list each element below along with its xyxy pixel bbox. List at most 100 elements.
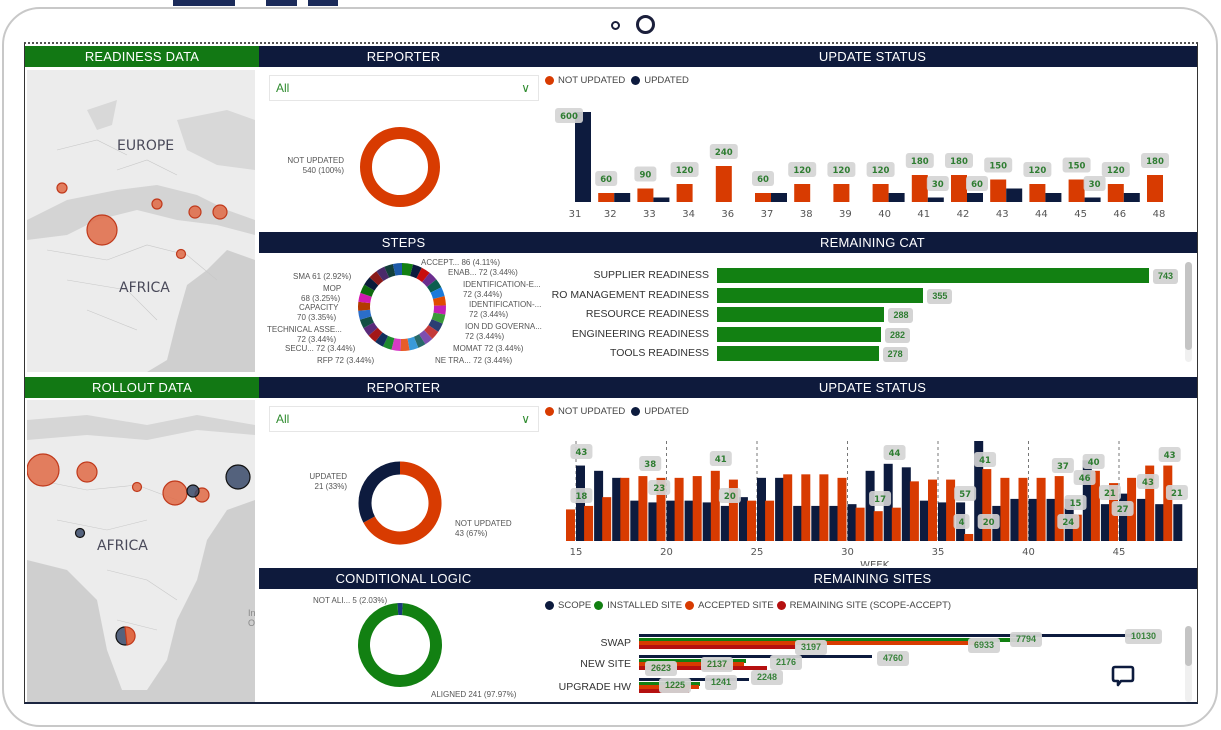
bar-updated[interactable] — [648, 502, 658, 541]
bar-updated[interactable] — [1028, 498, 1038, 541]
bar-not-updated[interactable] — [911, 175, 928, 202]
bar-scope[interactable] — [639, 634, 1135, 637]
bar-not-updated[interactable] — [855, 507, 865, 541]
rollout-map[interactable]: AFRICA — [27, 400, 255, 702]
donut-slice[interactable] — [359, 316, 375, 329]
bar-not-updated[interactable] — [964, 533, 974, 541]
bar-updated[interactable] — [1119, 493, 1128, 541]
donut-slice[interactable] — [407, 336, 419, 351]
bar-not-updated[interactable] — [1036, 477, 1046, 541]
bar-updated[interactable] — [829, 505, 839, 541]
bar[interactable] — [717, 307, 885, 322]
bar-updated[interactable] — [757, 477, 766, 541]
bar-not-updated[interactable] — [566, 509, 575, 541]
bar[interactable] — [717, 287, 924, 303]
bar-updated[interactable] — [738, 497, 748, 541]
bar-scope[interactable] — [639, 655, 873, 658]
bar-not-updated[interactable] — [765, 500, 775, 541]
bar-installed-site[interactable] — [639, 637, 1021, 642]
bar-not-updated[interactable] — [1054, 476, 1064, 541]
map-bubble[interactable] — [212, 204, 228, 220]
bar-not-updated[interactable] — [1090, 470, 1100, 541]
donut-slice[interactable] — [433, 305, 446, 315]
bar[interactable] — [717, 268, 1149, 283]
map-bubble[interactable] — [74, 527, 86, 539]
bar[interactable] — [717, 326, 881, 342]
map-bubble[interactable] — [188, 205, 202, 219]
bar-not-updated[interactable] — [747, 500, 756, 541]
bar-updated[interactable] — [612, 477, 622, 541]
bar-updated[interactable] — [1084, 197, 1101, 203]
bar-not-updated[interactable] — [755, 193, 771, 202]
bar-updated[interactable] — [775, 477, 785, 541]
bar-updated[interactable] — [720, 505, 730, 541]
legend-installed[interactable]: INSTALLED SITE — [607, 600, 683, 611]
map-bubble[interactable] — [86, 214, 118, 246]
donut-slice[interactable] — [368, 327, 383, 342]
bar-not-updated[interactable] — [990, 179, 1007, 203]
donut-slice[interactable] — [430, 287, 445, 300]
bar-updated[interactable] — [1046, 498, 1056, 541]
bar-not-updated[interactable] — [783, 474, 793, 541]
donut-slice[interactable] — [363, 461, 442, 545]
readiness-map[interactable]: EUROPE AFRICA — [27, 70, 255, 372]
bar-not-updated[interactable] — [602, 497, 612, 541]
map-bubble[interactable] — [27, 453, 60, 487]
legend-remaining[interactable]: REMAINING SITE (SCOPE-ACCEPT) — [789, 600, 952, 611]
donut-slice[interactable] — [369, 271, 384, 286]
donut-slice[interactable] — [423, 324, 439, 339]
bar-not-updated[interactable] — [1068, 179, 1085, 203]
bar-updated[interactable] — [1137, 498, 1147, 541]
bar-not-updated[interactable] — [637, 188, 654, 203]
bar-updated[interactable] — [1006, 188, 1023, 203]
bar-not-updated[interactable] — [598, 193, 615, 202]
map-bubble[interactable] — [56, 182, 68, 194]
bar-updated[interactable] — [811, 505, 821, 541]
donut-slice[interactable] — [392, 263, 403, 276]
rollout-reporter-dropdown[interactable]: All ∨ — [269, 406, 539, 432]
bar-not-updated[interactable] — [1147, 175, 1163, 202]
bar-not-updated[interactable] — [1145, 465, 1155, 541]
donut-slice[interactable] — [384, 263, 396, 278]
bar-updated[interactable] — [576, 465, 585, 541]
donut-slice[interactable] — [358, 603, 442, 687]
remaining-cat-scrollbar[interactable] — [1185, 262, 1192, 362]
bar[interactable] — [717, 346, 879, 361]
donut-slice[interactable] — [363, 322, 378, 336]
donut-slice[interactable] — [358, 309, 372, 320]
bar-updated[interactable] — [1155, 504, 1165, 541]
bar-updated[interactable] — [865, 470, 875, 541]
map-bubble[interactable] — [151, 198, 163, 210]
bar-not-updated[interactable] — [801, 474, 811, 541]
donut-slice[interactable] — [431, 312, 446, 324]
bar-not-updated[interactable] — [837, 477, 847, 541]
bar-not-updated[interactable] — [584, 505, 594, 541]
legend-accepted[interactable]: ACCEPTED SITE — [698, 600, 774, 611]
donut-slice[interactable] — [376, 266, 390, 282]
map-bubble[interactable] — [162, 480, 188, 506]
bar-not-updated[interactable] — [873, 511, 883, 541]
readiness-reporter-dropdown[interactable]: All ∨ — [269, 75, 539, 101]
bar-updated[interactable] — [888, 193, 905, 202]
bar-not-updated[interactable] — [794, 184, 811, 202]
map-bubble[interactable] — [175, 248, 187, 260]
donut-slice[interactable] — [432, 296, 446, 306]
bar-not-updated[interactable] — [620, 477, 630, 541]
bar-updated[interactable] — [1010, 498, 1020, 541]
donut-slice[interactable] — [364, 277, 379, 291]
bar-accepted-site[interactable] — [639, 662, 744, 666]
bar-not-updated[interactable] — [891, 507, 901, 541]
bar-remaining-site-scope-accept-[interactable] — [639, 644, 796, 649]
donut-slice[interactable] — [409, 264, 422, 279]
bar-not-updated[interactable] — [638, 476, 648, 541]
bar-updated[interactable] — [847, 504, 857, 541]
map-bubble[interactable] — [131, 481, 143, 493]
bar-updated[interactable] — [1082, 460, 1092, 541]
donut-slice[interactable] — [418, 330, 433, 345]
donut-slice[interactable] — [428, 318, 443, 332]
donut-slice[interactable] — [426, 279, 442, 293]
map-bubble[interactable] — [76, 461, 98, 483]
bar-updated[interactable] — [967, 193, 983, 202]
donut-slice[interactable] — [416, 267, 430, 283]
donut-slice[interactable] — [375, 332, 389, 347]
